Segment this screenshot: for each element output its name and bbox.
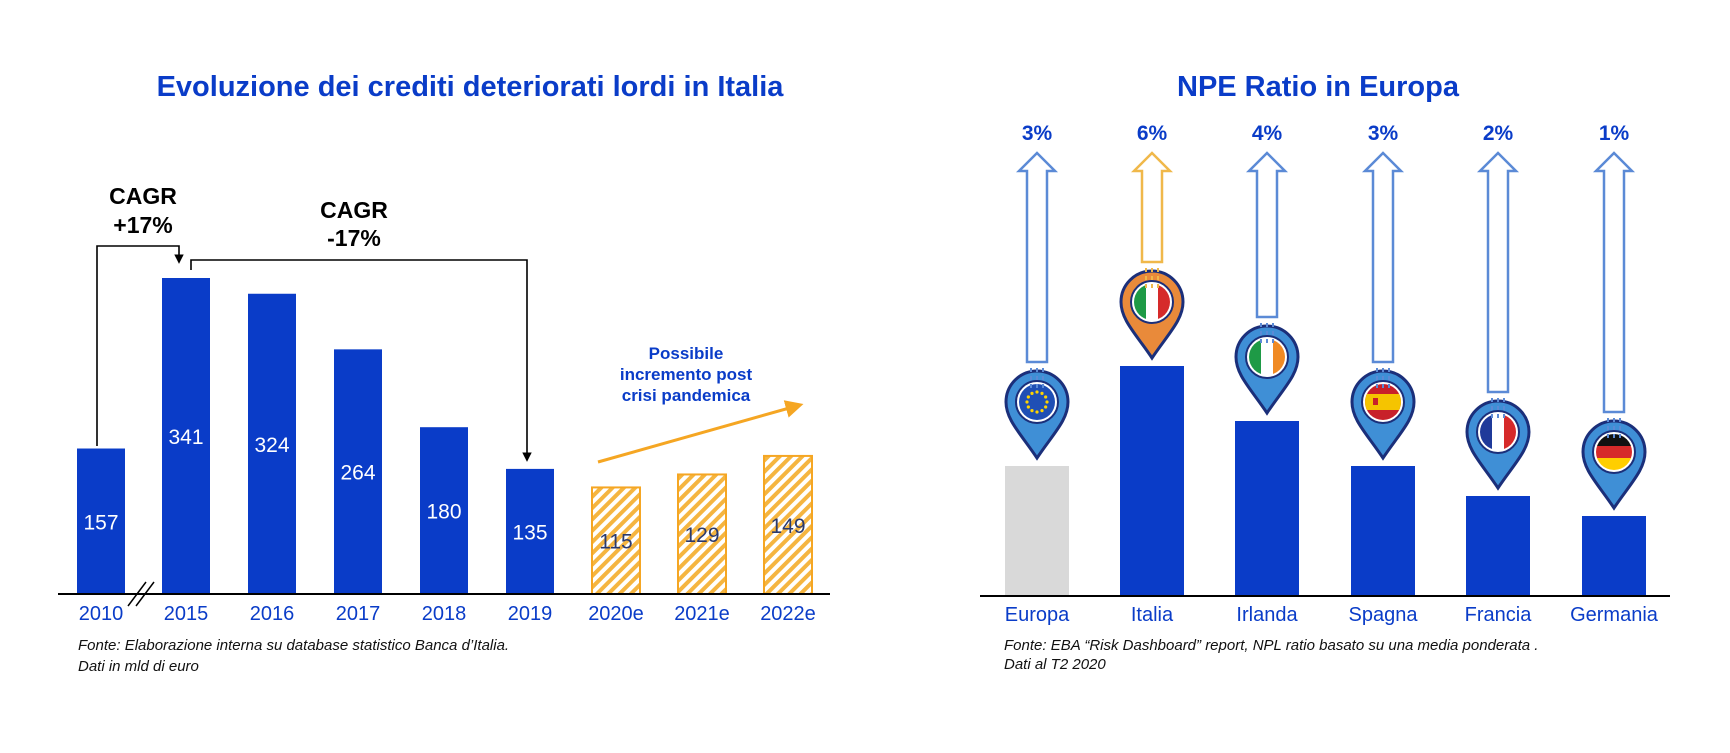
npe-chart-title: NPE Ratio in Europa (1177, 71, 1460, 103)
npe-x-tick-francia: Francia (1465, 604, 1533, 626)
npe-source-line2: Dati al T2 2020 (1004, 656, 1106, 673)
npe-bar-germania (1582, 516, 1646, 596)
npe-value-italia: 6% (1137, 122, 1168, 145)
npe-value-irlanda: 4% (1252, 122, 1283, 145)
france-flag-icon (1480, 414, 1516, 450)
credit-x-tick-2020e: 2020e (588, 603, 644, 625)
credit-x-tick-2018: 2018 (422, 603, 467, 625)
npe-bar-europa (1005, 466, 1069, 596)
credit-bar-2016 (248, 293, 296, 594)
credit-bar-value-2017: 264 (340, 462, 375, 485)
cagr-down-annotation: CAGR -17% (190, 197, 532, 462)
credit-bars: 157 341 324 264 180 135 115 129 149 (77, 278, 813, 596)
npe-source-line1: Fonte: EBA “Risk Dashboard” report, NPL … (1004, 637, 1538, 654)
npe-arrow-spagna (1361, 151, 1405, 388)
npe-bars: 3% 6% 4% 3% 2% 1% (1004, 122, 1647, 596)
credit-x-tick-2019: 2019 (508, 603, 553, 625)
npe-x-tick-europa: Europa (1005, 604, 1070, 626)
projection-note-line3: crisi pandemica (622, 386, 751, 405)
cagr-down-arrow (190, 259, 532, 462)
axis-break-mark (127, 581, 155, 607)
credit-x-tick-2010: 2010 (79, 603, 124, 625)
npe-bar-italia (1120, 366, 1184, 596)
npe-x-tick-italia: Italia (1131, 604, 1174, 626)
credit-bar-value-2021e: 129 (684, 524, 719, 547)
npe-arrow-europa (1015, 151, 1059, 388)
npe-bar-francia (1466, 496, 1530, 596)
npe-chart: NPE Ratio in Europa 3% 6% 4% 3% 2% 1% Europa I… (980, 71, 1670, 673)
npe-bar-spagna (1351, 466, 1415, 596)
credit-bar-value-2022e: 149 (770, 515, 805, 538)
cagr-up-line1: CAGR (109, 183, 177, 209)
npe-pin-irlanda (1234, 324, 1300, 416)
spain-flag-icon (1365, 384, 1401, 420)
credit-bar-2017 (334, 349, 382, 594)
projection-note-line2: incremento post (620, 365, 753, 384)
credit-source-line2: Dati in mld di euro (78, 658, 199, 675)
credit-x-tick-2022e: 2022e (760, 603, 816, 625)
ireland-flag-icon (1249, 339, 1285, 375)
npe-pin-francia (1465, 399, 1531, 491)
credit-bar-value-2018: 180 (426, 501, 461, 524)
credit-bar-2018 (420, 427, 468, 594)
credit-chart-title: Evoluzione dei crediti deteriorati lordi… (157, 71, 785, 103)
projection-note: Possibile incremento post crisi pandemic… (597, 344, 804, 464)
cagr-up-line2: +17% (113, 212, 172, 238)
credit-bar-2010 (77, 448, 125, 594)
credit-x-tick-2015: 2015 (164, 603, 209, 625)
npe-value-francia: 2% (1483, 122, 1514, 145)
credit-bar-value-2016: 324 (254, 434, 289, 457)
npe-value-europa: 3% (1022, 122, 1053, 145)
npe-pin-europa (1004, 369, 1070, 461)
credit-chart: Evoluzione dei crediti deteriorati lordi… (58, 71, 830, 675)
credit-x-ticks: 2010 2015 2016 2017 2018 2019 2020e 2021e 2022e (79, 603, 816, 625)
cagr-up-arrow (96, 245, 184, 446)
credit-bar-value-2019: 135 (512, 521, 547, 544)
projection-trend-arrow (597, 400, 804, 464)
npe-pin-spagna (1350, 369, 1416, 461)
credit-bar-2022e (763, 454, 813, 596)
npe-x-ticks: Europa Italia Irlanda Spagna Francia Germania (1005, 604, 1659, 626)
cagr-down-line1: CAGR (320, 197, 388, 223)
projection-note-line1: Possibile (649, 344, 724, 363)
credit-bar-value-2015: 341 (168, 426, 203, 449)
italy-flag-icon (1134, 284, 1170, 320)
credit-source-line1: Fonte: Elaborazione interna su database … (78, 637, 509, 654)
eu-flag-icon (1019, 384, 1055, 420)
credit-bar-2021e (677, 473, 727, 596)
npe-arrow-germania (1592, 151, 1636, 438)
npe-value-germania: 1% (1599, 122, 1630, 145)
npe-value-spagna: 3% (1368, 122, 1399, 145)
credit-x-tick-2021e: 2021e (674, 603, 730, 625)
npe-arrow-italia (1130, 151, 1174, 288)
credit-bar-value-2020e: 115 (599, 531, 632, 554)
credit-bar-2015 (162, 278, 210, 594)
npe-arrow-irlanda (1245, 151, 1289, 343)
cagr-up-annotation: CAGR +17% (96, 183, 184, 446)
cagr-down-line2: -17% (327, 225, 381, 251)
npe-arrow-francia (1476, 151, 1520, 418)
npe-x-tick-spagna: Spagna (1349, 604, 1419, 626)
credit-bar-2020e (591, 486, 641, 596)
npe-x-tick-irlanda: Irlanda (1236, 604, 1298, 626)
credit-bar-value-2010: 157 (83, 511, 118, 534)
npe-bar-irlanda (1235, 421, 1299, 596)
germany-flag-icon (1596, 434, 1632, 470)
npe-pin-italia (1119, 269, 1185, 361)
npe-x-tick-germania: Germania (1570, 604, 1659, 626)
credit-x-tick-2017: 2017 (336, 603, 381, 625)
credit-x-tick-2016: 2016 (250, 603, 295, 625)
credit-bar-2019 (506, 468, 554, 594)
